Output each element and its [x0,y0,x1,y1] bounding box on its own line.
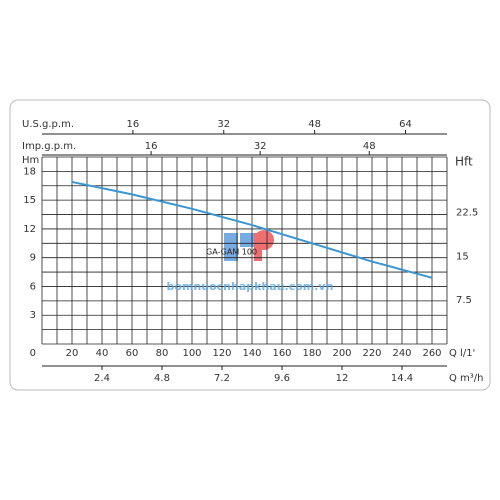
tick-label: 16 [127,119,140,130]
y-tick-label: 15 [23,195,36,206]
tick-label: 7.2 [214,373,230,384]
x-tick-label: 260 [422,348,441,359]
x-tick-label: 80 [156,348,169,359]
tick-label: 48 [308,119,321,130]
x-tick-label: 20 [66,348,79,359]
x-tick-label: 120 [212,348,231,359]
x-tick-label: 160 [272,348,291,359]
tick-label: 14.4 [391,373,413,384]
axis-label: Q m³/h [449,373,484,384]
y-tick-label: 18 [23,166,36,177]
x-tick-label: 60 [126,348,139,359]
tick-label: 4.8 [154,373,170,384]
x-tick-label: 180 [302,348,321,359]
y-tick-label: 9 [30,253,36,264]
x-tick-label: 40 [96,348,109,359]
tick-label: 32 [217,119,230,130]
y-tick-label: 6 [30,281,36,292]
x-axis-label: Q l/1' [449,348,475,359]
tick-label: 9.6 [274,373,290,384]
curve [71,180,433,279]
y2-tick-label: 22.5 [456,208,478,219]
tick-label: 2.4 [94,373,110,384]
y-tick-label: 0 [30,348,36,359]
tick-label: 64 [399,119,412,130]
tick-label: 48 [363,141,376,152]
tick-label: 32 [254,141,267,152]
y-tick-label: 3 [30,310,36,321]
watermark: bomnuocnhapkhau.com.vn [167,280,334,293]
frame [9,99,491,391]
axis-label: Imp.g.p.m. [22,141,76,152]
y2-axis-label: Hft [455,155,473,169]
x-tick-label: 100 [182,348,201,359]
y2-tick-label: 15 [456,251,469,262]
x-tick-label: 220 [362,348,381,359]
axis-label: U.S.g.p.m. [22,119,74,130]
y-axis-label: Hm [22,155,39,166]
x-tick-label: 240 [392,348,411,359]
y2-tick-label: 7.5 [456,295,472,306]
tick-label: 16 [145,141,158,152]
x-tick-label: 200 [332,348,351,359]
model-label: GA-GAM 100 [206,248,257,257]
x-tick-label: 140 [242,348,261,359]
y-tick-label: 12 [23,224,36,235]
tick-label: 12 [336,373,349,384]
